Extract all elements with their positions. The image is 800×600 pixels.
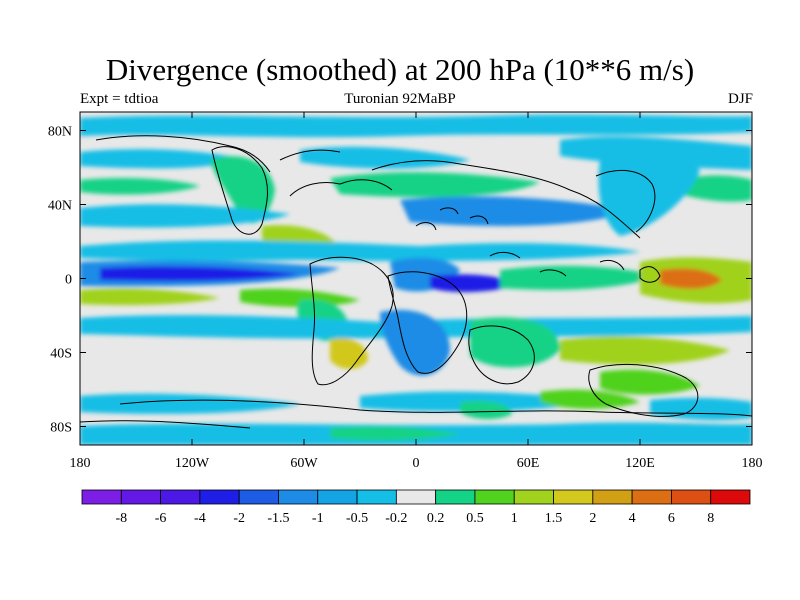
colorbar-swatch	[395, 489, 437, 505]
colorbar-swatch	[120, 489, 161, 505]
colorbar-swatch	[513, 489, 554, 505]
field-patch	[80, 149, 240, 169]
field-patch	[80, 393, 300, 414]
colorbar-swatch	[81, 489, 122, 505]
lat-tick-label: 40N	[48, 199, 72, 214]
coastline	[415, 207, 489, 231]
coastline	[211, 146, 268, 235]
colorbar-label: -0.2	[385, 511, 407, 526]
colorbar-swatch	[238, 489, 279, 505]
colorbar-swatch	[317, 489, 358, 505]
field-patch	[80, 204, 290, 228]
colorbar-swatch	[710, 489, 751, 505]
field-patch	[380, 309, 450, 376]
field-patch	[210, 156, 275, 224]
coastline	[639, 266, 661, 283]
lat-tick-label: 80S	[50, 421, 72, 436]
coastline	[595, 170, 656, 233]
field-patch	[300, 146, 470, 169]
colorbar-label: 0.2	[427, 511, 445, 526]
colorbar: -8 -6 -4 -2 -1.5 -1 -0.5 -0.2 0.2 0.5 1 1.5 2 4 6 8	[81, 489, 751, 526]
coastline	[95, 135, 341, 173]
field-patch	[240, 288, 360, 307]
colorbar-label: 2	[589, 511, 596, 526]
longitude-axis: 180 120W 60W 0 60E 120E 180	[70, 112, 763, 471]
season-label: DJF	[727, 91, 753, 107]
coastline	[119, 399, 752, 417]
field-patch	[330, 172, 540, 198]
divergence-field	[80, 112, 752, 445]
colorbar-label: -1	[312, 511, 324, 526]
field-patch	[80, 114, 752, 138]
lon-tick-label: 60W	[290, 456, 318, 471]
colorbar-label: 0.5	[466, 511, 484, 526]
colorbar-swatch	[356, 489, 397, 505]
field-patch	[540, 389, 640, 409]
field-patch	[460, 400, 512, 420]
experiment-label: Expt = tdtioa	[80, 91, 159, 107]
lon-tick-label: 0	[413, 456, 420, 471]
colorbar-label: 1.5	[545, 511, 563, 526]
period-label: Turonian 92MaBP	[344, 91, 456, 107]
lon-tick-label: 60E	[517, 456, 540, 471]
field-patch	[80, 178, 200, 195]
coastline	[588, 363, 699, 417]
colorbar-label: -0.5	[346, 511, 368, 526]
colorbar-label: -6	[155, 511, 167, 526]
field-patch	[330, 426, 460, 441]
colorbar-label: -4	[194, 511, 206, 526]
colorbar-swatch	[160, 489, 201, 505]
lat-tick-label: 0	[65, 273, 72, 288]
field-patch	[330, 338, 368, 369]
coastline	[371, 160, 641, 239]
colorbar-label: 6	[668, 511, 675, 526]
field-patch	[598, 152, 700, 236]
lon-tick-label: 120W	[175, 456, 210, 471]
field-patch	[470, 317, 560, 368]
field-patch	[660, 268, 722, 289]
colorbar-swatch	[435, 489, 476, 505]
coastline	[309, 256, 394, 386]
field-patch	[600, 369, 700, 395]
field-patch	[680, 175, 752, 202]
coastline	[468, 325, 535, 385]
field-patch	[430, 274, 520, 293]
field-patch	[100, 266, 300, 282]
colorbar-swatch	[592, 489, 633, 505]
colorbar-label: -8	[115, 511, 127, 526]
coastlines	[80, 135, 752, 429]
colorbar-swatch	[631, 489, 672, 505]
colorbar-label: 8	[707, 511, 714, 526]
colorbar-label: 4	[629, 511, 636, 526]
lon-tick-label: 180	[70, 456, 91, 471]
field-patch	[560, 336, 730, 365]
coastline	[387, 271, 468, 374]
field-patch	[400, 196, 630, 226]
field-patch	[80, 240, 640, 262]
coastline	[289, 179, 393, 197]
colorbar-swatch	[553, 489, 594, 505]
colorbar-label: 1	[511, 511, 518, 526]
lat-tick-label: 80N	[48, 125, 72, 140]
colorbar-swatch	[671, 489, 712, 505]
colorbar-swatch	[474, 489, 515, 505]
colorbar-swatch	[199, 489, 240, 505]
lon-tick-label: 180	[742, 456, 763, 471]
coastline	[80, 420, 251, 429]
field-patch	[80, 288, 220, 306]
colorbar-swatch	[278, 489, 319, 505]
lon-tick-label: 120E	[625, 456, 655, 471]
colorbar-label: -2	[233, 511, 245, 526]
coastline	[489, 251, 625, 277]
latitude-axis: 80N 40N 0 40S 80S	[48, 125, 752, 436]
lat-tick-label: 40S	[50, 347, 72, 362]
map-title: Divergence (smoothed) at 200 hPa (10**6 …	[105, 52, 695, 87]
colorbar-label: -1.5	[267, 511, 289, 526]
